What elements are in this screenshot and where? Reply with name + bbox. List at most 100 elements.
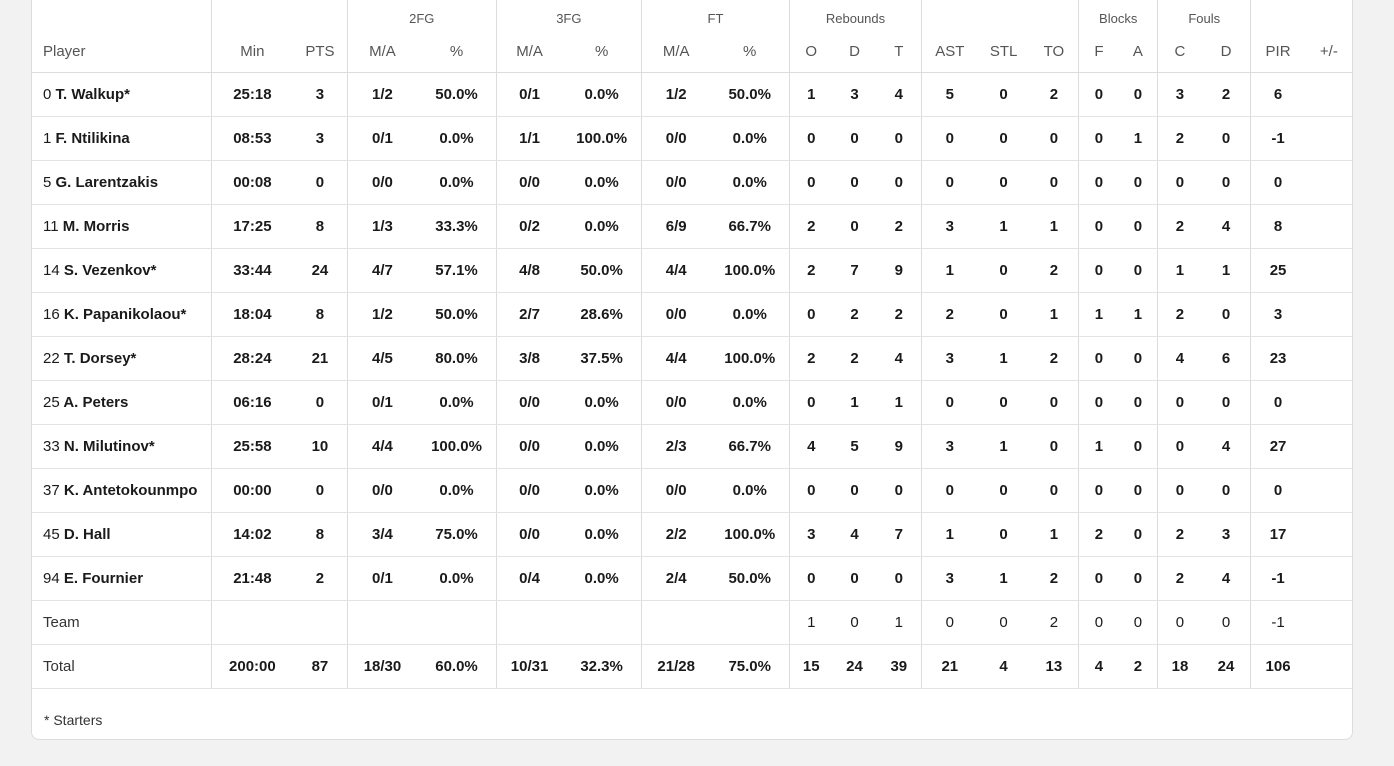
- total-stat-fg2: 18/30: [346, 644, 418, 689]
- stat-fg2: 1/2: [346, 292, 418, 337]
- player-name-link[interactable]: T. Dorsey*: [63, 350, 137, 367]
- col-2fg-ma[interactable]: M/A: [346, 30, 418, 73]
- stat-stl: 0: [977, 116, 1030, 161]
- stat-fd: 2: [1201, 72, 1251, 117]
- total-stat-ftp: 75.0%: [710, 644, 790, 689]
- stat-fg2p: 0.0%: [417, 556, 497, 601]
- col-2fg-pct[interactable]: %: [417, 30, 497, 73]
- stat-fg2: 0/1: [346, 116, 418, 161]
- col-blocks-f[interactable]: F: [1078, 30, 1119, 73]
- table-row: 16 K. Papanikolaou* 18:04 8 1/2 50.0% 2/7 28.6…: [32, 292, 1352, 337]
- player-name-link[interactable]: G. Larentzakis: [55, 174, 159, 191]
- stat-fg2p: 0.0%: [417, 380, 497, 425]
- group-ft: FT: [640, 0, 790, 30]
- col-stl[interactable]: STL: [977, 30, 1030, 73]
- stat-pm: [1304, 72, 1352, 117]
- col-3fg-pct[interactable]: %: [562, 30, 642, 73]
- stat-pir: 25: [1250, 248, 1305, 293]
- col-fouls-d[interactable]: D: [1201, 30, 1251, 73]
- stat-fg2p: 0.0%: [417, 116, 497, 161]
- col-fouls-c[interactable]: C: [1157, 30, 1202, 73]
- stat-fg3: 0/0: [495, 512, 563, 557]
- player-name-link[interactable]: K. Antetokounmpo: [63, 482, 198, 499]
- total-stat-t: 39: [876, 644, 922, 689]
- stat-ba: 1: [1118, 116, 1158, 161]
- col-reb-t[interactable]: T: [876, 30, 922, 73]
- team-stat-o: 1: [788, 600, 833, 645]
- stat-pts: 21: [293, 336, 348, 381]
- player-name-link[interactable]: M. Morris: [62, 218, 130, 235]
- stat-pir: 17: [1250, 512, 1305, 557]
- stat-fd: 0: [1201, 116, 1251, 161]
- stat-ft: 2/2: [640, 512, 711, 557]
- team-stat-bf: 0: [1078, 600, 1119, 645]
- stat-ftp: 66.7%: [710, 424, 790, 469]
- stat-ba: 0: [1118, 336, 1158, 381]
- col-plus-minus[interactable]: +/-: [1304, 30, 1352, 73]
- stat-t: 7: [876, 512, 922, 557]
- stat-fc: 2: [1157, 512, 1202, 557]
- player-name-link[interactable]: E. Fournier: [63, 570, 144, 587]
- col-pts[interactable]: PTS: [293, 30, 348, 73]
- stat-ast: 0: [921, 160, 978, 205]
- stat-fg2p: 33.3%: [417, 204, 497, 249]
- player-number: 25: [43, 394, 60, 411]
- player-name-link[interactable]: A. Peters: [63, 394, 129, 411]
- group-rebounds: Rebounds: [788, 0, 922, 30]
- table-row: 33 N. Milutinov* 25:58 10 4/4 100.0% 0/0 0.0% 2…: [32, 424, 1352, 469]
- player-name-link[interactable]: N. Milutinov*: [63, 438, 155, 455]
- col-blocks-a[interactable]: A: [1118, 30, 1158, 73]
- stat-fg3p: 0.0%: [562, 380, 642, 425]
- stat-fg2: 4/7: [346, 248, 418, 293]
- player-name-link[interactable]: T. Walkup*: [55, 86, 130, 103]
- stat-ftp: 100.0%: [710, 512, 790, 557]
- team-label: Team: [32, 600, 212, 645]
- stat-ast: 2: [921, 292, 978, 337]
- stat-bf: 1: [1078, 424, 1119, 469]
- stat-bf: 0: [1078, 72, 1119, 117]
- stat-ast: 3: [921, 204, 978, 249]
- col-ast[interactable]: AST: [921, 30, 978, 73]
- stat-fg3p: 0.0%: [562, 556, 642, 601]
- stat-stl: 0: [977, 380, 1030, 425]
- stat-d: 2: [832, 292, 877, 337]
- col-3fg-ma[interactable]: M/A: [495, 30, 563, 73]
- col-ft-pct[interactable]: %: [710, 30, 790, 73]
- stat-ft: 4/4: [640, 248, 711, 293]
- col-pir[interactable]: PIR: [1250, 30, 1305, 73]
- col-reb-o[interactable]: O: [788, 30, 833, 73]
- player-name-link[interactable]: S. Vezenkov*: [63, 262, 157, 279]
- stat-bf: 0: [1078, 380, 1119, 425]
- group-2fg: 2FG: [346, 0, 497, 30]
- col-to[interactable]: TO: [1029, 30, 1079, 73]
- stat-fg3: 2/7: [495, 292, 563, 337]
- stat-fg3p: 100.0%: [562, 116, 642, 161]
- stat-o: 2: [788, 336, 833, 381]
- stat-fd: 0: [1201, 292, 1251, 337]
- stat-t: 4: [876, 72, 922, 117]
- header-column-row: Player Min PTS M/A % M/A % M/A % O D T A…: [32, 30, 1352, 73]
- player-name-link[interactable]: F. Ntilikina: [55, 130, 130, 147]
- stat-pir: 27: [1250, 424, 1305, 469]
- col-reb-d[interactable]: D: [832, 30, 877, 73]
- total-stat-ba: 2: [1118, 644, 1158, 689]
- total-stat-min: 200:00: [210, 644, 294, 689]
- col-ft-ma[interactable]: M/A: [640, 30, 711, 73]
- stat-ft: 2/4: [640, 556, 711, 601]
- stat-min: 00:08: [210, 160, 294, 205]
- stat-t: 0: [876, 468, 922, 513]
- stat-fg2p: 0.0%: [417, 160, 497, 205]
- stat-fg3: 0/0: [495, 468, 563, 513]
- stat-t: 4: [876, 336, 922, 381]
- stat-ft: 0/0: [640, 292, 711, 337]
- player-name-link[interactable]: D. Hall: [63, 526, 111, 543]
- stat-pir: 8: [1250, 204, 1305, 249]
- stat-fg2p: 75.0%: [417, 512, 497, 557]
- stat-fg2p: 100.0%: [417, 424, 497, 469]
- stat-to: 0: [1029, 424, 1079, 469]
- col-min[interactable]: Min: [210, 30, 294, 73]
- stat-fc: 2: [1157, 204, 1202, 249]
- col-player[interactable]: Player: [32, 30, 212, 73]
- stat-fg2p: 50.0%: [417, 292, 497, 337]
- player-name-link[interactable]: K. Papanikolaou*: [63, 306, 187, 323]
